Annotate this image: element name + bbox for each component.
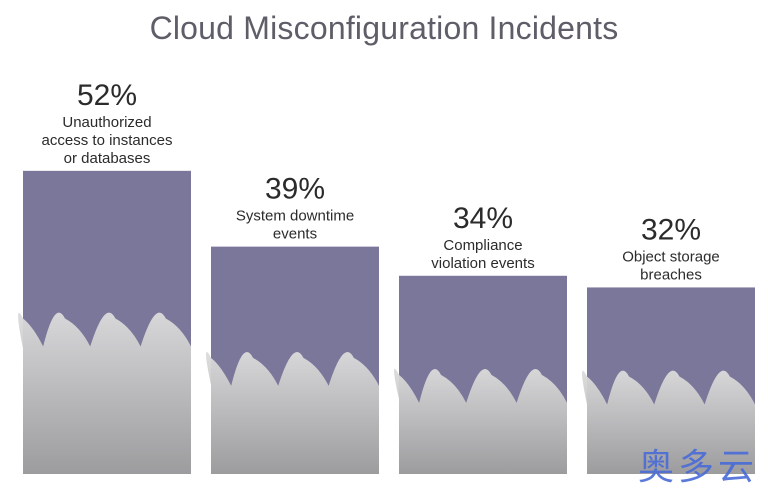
watermark-logo: 奥多云 — [638, 447, 759, 488]
value-label-4: 32% — [641, 213, 701, 246]
category-label-1-line-3: or databases — [64, 150, 151, 167]
cloud-image-4 — [582, 370, 755, 474]
value-label-2: 39% — [265, 173, 325, 206]
category-label-2-line-1: System downtime — [236, 208, 354, 225]
category-label-1-line-2: access to instances — [42, 132, 173, 149]
category-label-3-line-2: violation events — [431, 255, 534, 272]
category-label-4-line-2: breaches — [640, 266, 702, 283]
cloud-image-1 — [18, 312, 191, 474]
category-label-3-line-1: Compliance — [443, 237, 522, 254]
value-label-3: 34% — [453, 202, 513, 235]
cloud-image-2 — [206, 351, 379, 474]
cloud-image-3 — [394, 368, 567, 474]
category-label-2-line-2: events — [273, 226, 317, 243]
value-label-1: 52% — [77, 79, 137, 112]
chart-title: Cloud Misconfiguration Incidents — [149, 10, 619, 46]
category-label-4-line-1: Object storage — [622, 248, 720, 265]
category-label-1-line-1: Unauthorized — [62, 114, 151, 131]
